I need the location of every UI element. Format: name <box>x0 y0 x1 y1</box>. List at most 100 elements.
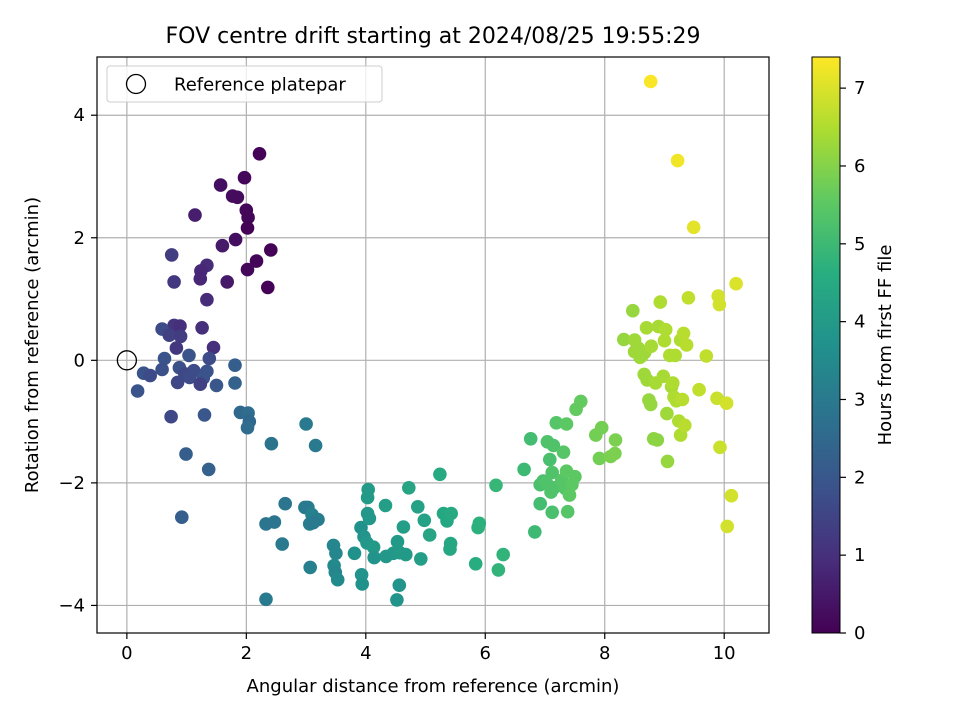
scatter-point <box>182 348 196 363</box>
scatter-point <box>720 519 734 534</box>
scatter-point <box>220 275 234 289</box>
scatter-point <box>660 454 675 469</box>
scatter-point <box>608 446 622 461</box>
scatter-point <box>678 418 692 433</box>
y-axis-label: Rotation from reference (arcmin) <box>22 197 43 493</box>
scatter-point <box>230 190 245 205</box>
scatter-point <box>692 382 706 397</box>
scatter-point <box>278 496 293 511</box>
colorbar-tick-label: 3 <box>854 389 865 410</box>
scatter-point <box>559 417 574 431</box>
scatter-point <box>347 546 362 561</box>
scatter-point <box>170 375 185 390</box>
scatter-point <box>330 572 345 587</box>
scatter-point <box>188 208 202 222</box>
scatter-point <box>275 537 290 551</box>
scatter-point <box>560 504 575 519</box>
scatter-point <box>162 328 177 343</box>
scatter-point <box>594 420 609 435</box>
scatter-point <box>724 488 739 503</box>
scatter-point <box>143 368 157 383</box>
legend-reference-marker <box>125 73 147 95</box>
scatter-point <box>173 329 188 344</box>
scatter-point <box>417 513 432 528</box>
scatter-point <box>155 362 169 377</box>
reference-marker <box>116 350 138 371</box>
colorbar-tick-label: 0 <box>854 623 865 644</box>
legend-box <box>106 65 383 103</box>
scatter-point <box>206 340 221 355</box>
chart-title: FOV centre drift starting at 2024/08/25 … <box>166 24 701 49</box>
scatter-point <box>686 220 701 235</box>
legend: Reference platepar <box>106 65 383 103</box>
scatter-point <box>650 433 665 447</box>
scatter-point <box>360 490 375 505</box>
colorbar-tick-label: 2 <box>854 467 865 488</box>
x-tick-label: 2 <box>241 643 252 664</box>
scatter-point <box>390 534 405 549</box>
scatter-point <box>240 221 255 235</box>
scatter-point <box>528 525 542 539</box>
scatter-point <box>366 540 381 554</box>
scatter-point <box>681 291 696 305</box>
scatter-point <box>699 349 714 363</box>
scatter-point <box>252 147 267 161</box>
scatter-point <box>240 262 255 277</box>
scatter-point <box>249 254 264 268</box>
scatter-point <box>643 74 658 89</box>
scatter-point <box>193 272 208 286</box>
x-axis-label: Angular distance from reference (arcmin) <box>247 676 620 697</box>
scatter-point <box>362 511 377 526</box>
scatter-point <box>660 406 674 421</box>
scatter-point <box>657 333 672 348</box>
scatter-point <box>175 510 189 524</box>
scatter-point <box>303 560 318 575</box>
scatter-point <box>545 505 559 520</box>
reference-platepar-marker <box>116 350 138 371</box>
scatter-point <box>496 547 511 562</box>
scatter-point <box>608 433 623 447</box>
scatter-point <box>215 238 230 253</box>
scatter-point <box>643 397 658 412</box>
scatter-point <box>639 321 654 335</box>
scatter-point <box>399 547 413 562</box>
scatter-point <box>396 520 411 534</box>
scatter-point <box>259 592 273 607</box>
scatter-point <box>668 348 682 363</box>
scatter-point <box>390 593 404 607</box>
scatter-point <box>491 563 506 577</box>
scatter-point <box>468 557 483 571</box>
x-tick-label: 8 <box>599 643 610 664</box>
scatter-point <box>644 339 659 354</box>
scatter-point <box>182 370 197 385</box>
scatter-point <box>670 153 685 168</box>
colorbar-tick-label: 1 <box>854 545 865 566</box>
scatter-point <box>562 488 577 502</box>
colorbar: 0 1 2 3 4 5 6 7 Hours from first FF file <box>811 56 896 644</box>
legend-label: Reference platepar <box>174 75 346 96</box>
scatter-point <box>546 438 561 453</box>
scatter-point <box>679 338 694 352</box>
scatter-point <box>264 243 278 257</box>
scatter-point <box>228 376 242 390</box>
scatter-point <box>719 396 734 411</box>
scatter-point <box>299 417 313 431</box>
scatter-point <box>713 440 727 455</box>
scatter-point <box>209 378 224 393</box>
y-tick-label: −4 <box>58 595 85 616</box>
scatter-point <box>523 432 538 446</box>
plot-frame <box>96 56 770 634</box>
scatter-point <box>653 295 668 309</box>
colorbar-tick-label: 5 <box>854 234 865 255</box>
scatter-point <box>195 321 209 335</box>
scatter-point <box>264 436 279 451</box>
y-tick-label: −2 <box>58 473 85 494</box>
scatter-point <box>202 351 217 366</box>
scatter-point <box>444 506 459 521</box>
scatter-point <box>164 248 179 262</box>
x-axis-ticks: 0 2 4 6 8 10 <box>121 633 736 664</box>
scatter-point <box>443 542 457 556</box>
scatter-point <box>658 322 673 337</box>
colorbar-gradient <box>811 56 841 634</box>
